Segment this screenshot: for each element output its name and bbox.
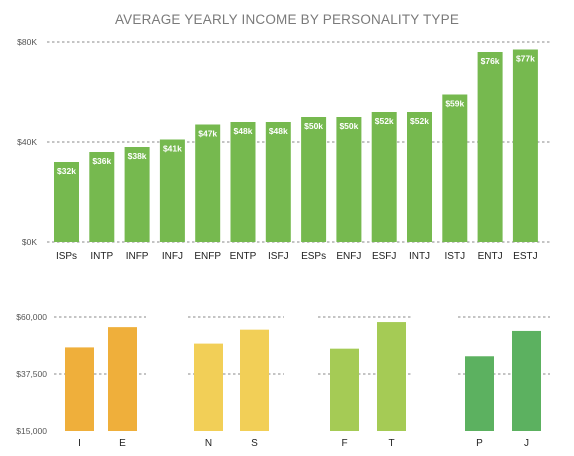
top-data-label: $50k <box>304 121 323 131</box>
top-category-label: INFJ <box>162 251 183 262</box>
top-bar-intp <box>89 152 115 242</box>
top-data-label: $41k <box>163 144 182 154</box>
bottom-category-label: T <box>388 438 394 449</box>
top-data-label: $47k <box>198 129 217 139</box>
top-y-tick-label: $40K <box>17 137 37 147</box>
top-bar-enfp <box>195 124 221 242</box>
top-category-label: INTP <box>90 251 113 262</box>
top-bar-isps <box>54 162 79 242</box>
bottom-category-label: N <box>205 438 212 449</box>
bottom-bar-f <box>330 348 359 431</box>
bottom-bar-t <box>377 322 406 431</box>
bottom-chart-bars <box>65 322 541 431</box>
top-bar-entj <box>477 52 503 242</box>
bottom-category-label: J <box>524 438 529 449</box>
top-bar-entp <box>230 122 256 242</box>
top-data-label: $48k <box>234 126 253 136</box>
top-category-label: INTJ <box>409 251 430 262</box>
top-category-label: ESFJ <box>372 251 396 262</box>
bottom-y-tick-label: $60,000 <box>16 312 47 322</box>
top-y-tick-label: $80K <box>17 37 37 47</box>
top-data-label: $36k <box>92 156 111 166</box>
bottom-category-label: S <box>251 438 258 449</box>
chart-title: AVERAGE YEARLY INCOME BY PERSONALITY TYP… <box>115 12 459 27</box>
top-bar-intj <box>407 112 432 242</box>
bottom-category-label: P <box>476 438 483 449</box>
bottom-category-label: F <box>341 438 347 449</box>
top-category-label: ENTP <box>230 251 257 262</box>
top-chart-data-labels: $32k $36k $38k $41k $47k $48k $48k $50k $50k $52k… <box>57 54 535 177</box>
bottom-bar-n <box>194 343 223 431</box>
bottom-category-label: E <box>119 438 126 449</box>
bottom-bar-p <box>465 356 494 431</box>
top-category-label: ESTJ <box>513 251 537 262</box>
top-chart-gridlines <box>47 41 550 243</box>
top-category-label: INFP <box>126 251 149 262</box>
bottom-bar-j <box>512 330 541 431</box>
top-bar-isfj <box>265 122 291 242</box>
top-category-label: ISFJ <box>268 251 289 262</box>
top-data-label: $50k <box>339 121 358 131</box>
bottom-y-tick-label: $37,500 <box>16 369 47 379</box>
top-chart-x-axis: ISPs INTP INFP INFJ ENFP ENTP ISFJ ESPs ENFJ ESFJ… <box>56 251 538 262</box>
bottom-bar-i <box>65 347 94 431</box>
top-bar-esfj <box>371 112 397 242</box>
top-bar-enfj <box>336 117 362 242</box>
top-data-label: $52k <box>375 116 394 126</box>
top-category-label: ENFJ <box>336 251 361 262</box>
bottom-bar-e <box>108 327 137 431</box>
top-bar-estj <box>512 49 538 242</box>
top-data-label: $76k <box>481 56 500 66</box>
top-data-label: $32k <box>57 166 76 176</box>
top-bar-infp <box>124 147 150 242</box>
bottom-y-tick-label: $15,000 <box>16 426 47 436</box>
bottom-bar-s <box>240 329 269 431</box>
top-bar-infj <box>159 139 185 242</box>
bottom-chart-y-axis: $15,000 $37,500 $60,000 <box>16 312 47 436</box>
top-category-label: ISTJ <box>445 251 466 262</box>
top-y-tick-label: $0K <box>22 237 37 247</box>
bottom-category-label: I <box>78 438 81 449</box>
top-data-label: $77k <box>516 54 535 64</box>
top-data-label: $38k <box>128 151 147 161</box>
top-bar-esps <box>301 117 327 242</box>
top-chart-y-axis: $0K $40K $80K <box>17 37 37 247</box>
top-category-label: ENFP <box>194 251 221 262</box>
top-chart-bars <box>54 49 538 242</box>
top-category-label: ENTJ <box>478 251 503 262</box>
top-data-label: $59k <box>445 99 464 109</box>
top-data-label: $52k <box>410 116 429 126</box>
top-bar-istj <box>442 94 468 242</box>
top-category-label: ISPs <box>56 251 77 262</box>
top-data-label: $48k <box>269 126 288 136</box>
top-category-label: ESPs <box>301 251 326 262</box>
